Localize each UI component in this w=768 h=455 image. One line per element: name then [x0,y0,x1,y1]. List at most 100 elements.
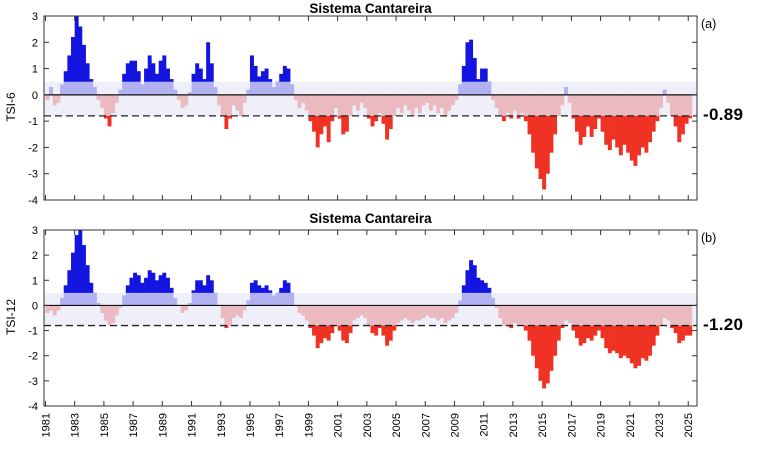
bar [144,277,149,306]
x-tick-label: 1991 [187,413,199,437]
bar [637,94,642,156]
bar [85,63,90,95]
bar [589,94,594,137]
y-tick-label: 1 [32,275,38,287]
bar [326,94,331,143]
bar [465,42,470,95]
x-tick-label: 2001 [333,413,345,437]
y-tick-label: 0 [32,300,38,312]
bar [206,275,211,306]
bar [626,305,631,359]
bar [549,305,554,371]
x-tick-label: 2007 [420,413,432,437]
bar [615,305,620,354]
bar [549,94,554,153]
x-tick-label: 2003 [362,413,374,437]
bar [136,275,141,306]
bar [129,60,134,95]
bar [282,65,287,95]
bar [71,252,75,306]
bar [607,305,612,354]
bar [125,63,130,95]
bar [147,55,152,95]
bar [74,16,79,95]
y-tick-label: 0 [32,90,38,102]
x-tick-label: 2009 [449,413,461,437]
bar [461,65,466,95]
bar [67,270,72,306]
panel-b-ylabel: TSI-12 [4,299,18,336]
y-tick-label: 1 [32,64,38,76]
tick-labels: 3 2 1 0 -1 -2 -3 -4 [28,11,38,207]
x-tick-label: 2021 [625,413,637,437]
bar [553,305,558,356]
y-tick-label: -1 [28,116,38,128]
bar [195,63,200,95]
x-tick-label: 2023 [654,413,666,437]
x-tick-label: 2011 [479,413,491,437]
x-tick-label: 1983 [70,413,82,437]
y-tick-label: -2 [28,142,38,154]
bar [644,305,649,361]
x-tick-label: 1995 [245,413,257,437]
y-tick-label: -3 [28,169,38,181]
panel-b-letter: (b) [701,231,717,245]
bar [542,305,547,389]
bar [133,272,138,306]
bar [158,275,163,306]
bar [78,26,83,95]
y-tick-label: 3 [32,11,38,23]
bar [542,94,547,190]
y-tick-label: 2 [32,37,38,49]
axes-box [43,15,698,201]
bar [71,37,75,95]
bar [531,305,536,356]
bar [618,305,623,359]
bar [640,94,645,148]
bar [604,94,609,145]
bar [677,94,682,143]
bar [640,305,645,359]
axis-ticks [44,15,697,201]
axes-box [43,229,698,407]
bar [74,235,79,306]
bar [633,305,638,369]
bar [315,305,320,349]
x-tick-label: 1981 [40,413,52,437]
panel-a: 3 2 1 0 -1 -2 -3 -4 [28,11,698,207]
x-tick-label: 2017 [566,413,578,437]
bar [622,94,627,145]
bar [469,260,474,306]
bar [385,94,390,140]
bar [147,270,152,306]
y-tick-label: -4 [28,195,38,207]
y-tick-label: -2 [28,351,38,363]
bar [476,277,481,306]
x-tick-label: 2013 [508,413,520,437]
bar [315,94,320,148]
bar [545,305,550,384]
axis-ticks [44,229,697,407]
y-tick-label: 2 [32,250,38,262]
bar [162,55,167,95]
bar [534,94,539,169]
bar [622,305,627,356]
panel-a-current-value: -0.89 [703,105,744,124]
x-tick-label: 2005 [391,413,403,437]
bar [538,305,543,381]
x-tick-label: 1985 [99,413,111,437]
bar [534,305,539,369]
bar [626,94,631,153]
bar [607,94,612,151]
y-tick-label: 3 [32,225,38,237]
bar [472,265,477,306]
bar [81,245,86,306]
x-tick-label: 2015 [537,413,549,437]
bar [472,58,477,95]
x-tick-label: 1987 [128,413,140,437]
bar [637,305,642,366]
